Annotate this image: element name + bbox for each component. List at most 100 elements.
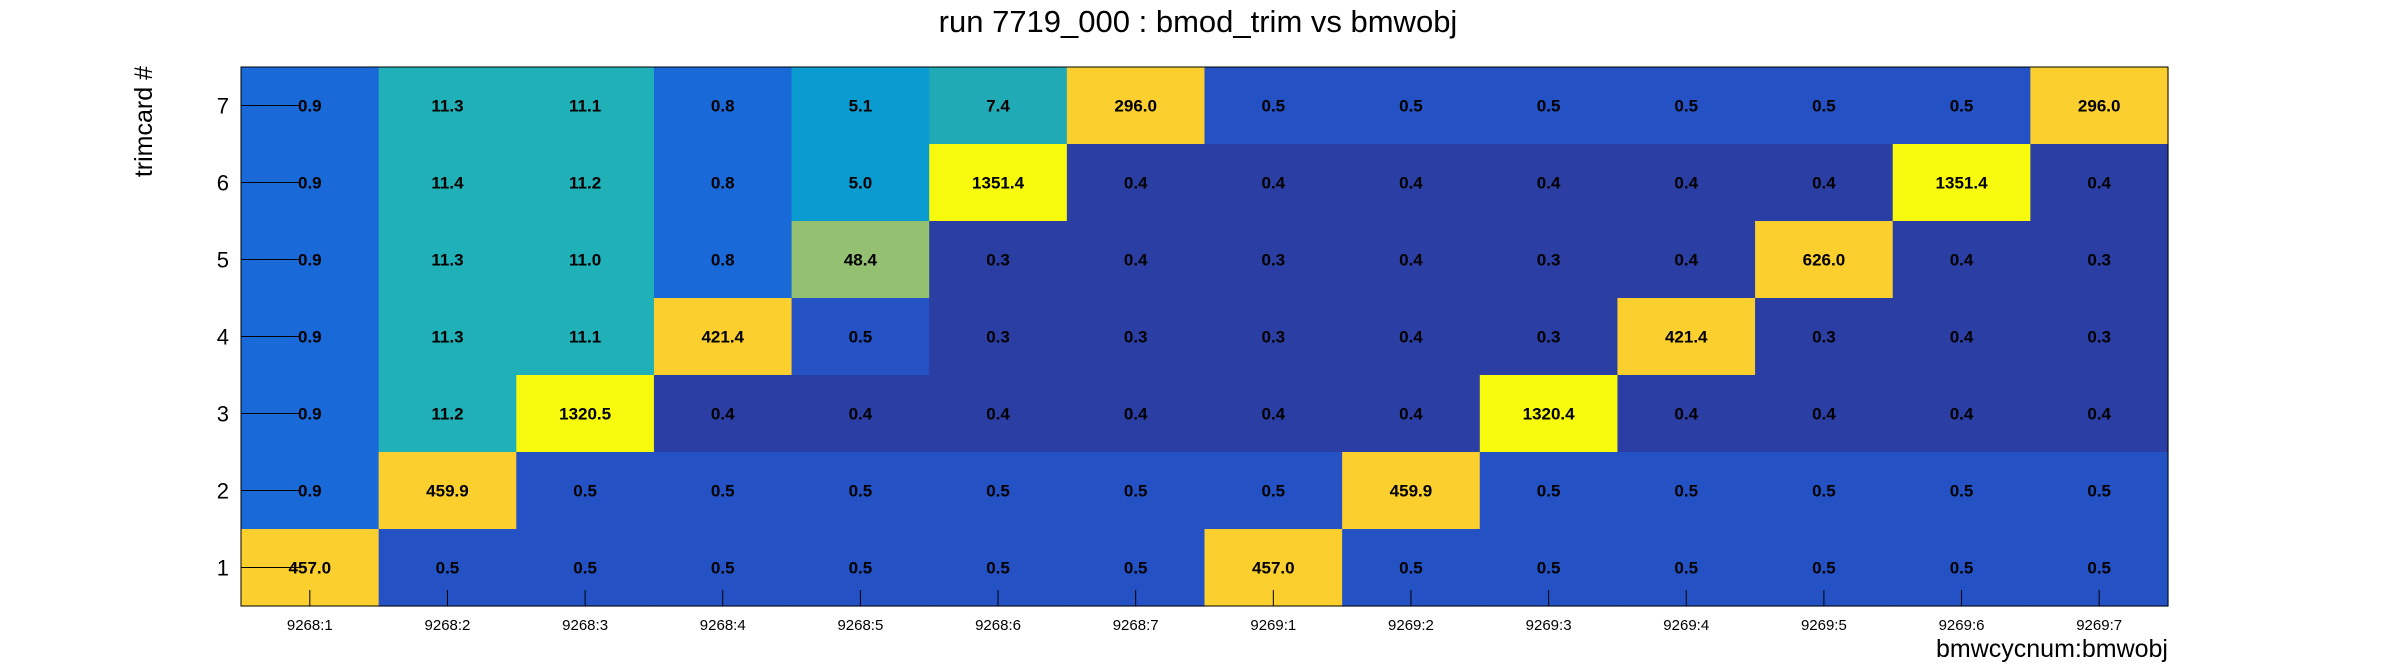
cell-value-label: 0.5 [573,482,597,501]
cell-value-label: 0.4 [1950,328,1974,347]
heatmap-cell [1066,67,1206,145]
heatmap-cell [791,298,930,376]
cell-value-label: 0.3 [986,328,1010,347]
heatmap-cell [1617,67,1756,145]
y-tick-label: 3 [217,402,229,427]
cell-value-label: 0.5 [1124,559,1148,578]
heatmap-cell [378,452,517,530]
cell-value-label: 457.0 [1252,559,1295,578]
heatmap-cell [653,67,793,145]
cell-value-label: 7.4 [986,97,1010,116]
cell-value-label: 0.3 [2087,328,2111,347]
heatmap-cell [1342,144,1481,222]
heatmap-cell [1204,375,1343,453]
heatmap-cell [1479,144,1619,222]
x-tick-label: 9269:3 [1526,617,1572,634]
cell-value-label: 296.0 [2078,97,2121,116]
heatmap-cell [1204,452,1343,530]
cell-value-label: 0.5 [711,482,735,501]
cell-value-label: 0.4 [1124,174,1148,193]
cell-value-label: 0.3 [986,251,1010,270]
heatmap-cell [1617,298,1756,376]
cell-value-label: 11.2 [431,405,463,424]
heatmap-cell [1755,221,1894,299]
cell-value-label: 626.0 [1803,251,1846,270]
x-tick-label: 9269:2 [1388,617,1434,634]
cell-value-label: 11.1 [569,97,601,116]
cell-value-label: 0.5 [1261,97,1285,116]
chart-title: run 7719_000 : bmod_trim vs bmwobj [939,4,1458,39]
y-tick-label: 2 [217,479,229,504]
cell-value-label: 0.4 [711,405,735,424]
heatmap-cell [1342,221,1481,299]
cell-value-label: 0.5 [1674,559,1698,578]
cell-value-label: 421.4 [701,328,744,347]
heatmap-cell [1892,298,2031,376]
heatmap-cell [1892,144,2031,222]
cell-value-label: 0.9 [298,482,322,501]
heatmap-cell [1204,144,1343,222]
cell-value-label: 0.5 [1674,482,1698,501]
heatmap-cell [791,221,930,299]
x-tick-label: 9268:5 [837,617,883,634]
heatmap-cell [1755,375,1894,453]
cell-value-label: 0.3 [1537,251,1561,270]
heatmap-cell [1342,67,1481,145]
cell-value-label: 0.5 [1399,97,1423,116]
heatmap-cell [1617,452,1756,530]
cell-value-label: 0.4 [1674,405,1698,424]
cell-value-label: 0.5 [1812,482,1836,501]
cell-value-label: 459.9 [426,482,469,501]
heatmap-cell [1755,144,1894,222]
heatmap-cell [2030,221,2169,299]
x-tick-label: 9268:2 [425,617,471,634]
cell-value-label: 0.4 [1399,251,1423,270]
heatmap-cell [791,452,930,530]
heatmap-cell [516,144,655,222]
x-tick-label: 9268:1 [287,617,333,634]
heatmap-cell [1066,298,1206,376]
y-tick-label: 5 [217,248,229,273]
heatmap-cell [378,67,517,145]
cell-value-label: 11.3 [431,97,463,116]
cell-value-label: 11.1 [569,328,601,347]
x-tick-label: 9269:4 [1663,617,1709,634]
cell-value-label: 0.3 [1261,328,1285,347]
heatmap-cell [653,452,793,530]
cell-value-label: 0.5 [1537,97,1561,116]
cell-value-label: 0.9 [298,328,322,347]
cell-value-label: 0.4 [1124,251,1148,270]
heatmap-cell [929,375,1068,453]
cell-value-label: 1351.4 [972,174,1025,193]
cell-value-label: 0.5 [849,482,873,501]
heatmap-cell [653,375,793,453]
cell-value-label: 11.4 [431,174,464,193]
heatmap-cell [1617,375,1756,453]
cell-value-label: 0.5 [1124,482,1148,501]
cell-value-label: 0.5 [986,559,1010,578]
heatmap-cell [1617,221,1756,299]
heatmap-cell [1204,67,1343,145]
y-axis-label: trimcard # [130,66,158,177]
cell-value-label: 421.4 [1665,328,1708,347]
heatmap-cell [653,221,793,299]
heatmap-cell [1342,375,1481,453]
cell-value-label: 0.5 [1812,559,1836,578]
heatmap-cell [1066,452,1206,530]
heatmap-cell [1066,375,1206,453]
y-tick-label: 6 [217,171,229,196]
heatmap-cell [1066,221,1206,299]
cell-value-label: 457.0 [289,559,332,578]
x-tick-label: 9268:6 [975,617,1021,634]
heatmap-cell [1755,298,1894,376]
cell-value-label: 1320.4 [1523,405,1576,424]
x-tick-label: 9268:3 [562,617,608,634]
heatmap-cell [1617,144,1756,222]
heatmap-cell [1892,452,2031,530]
heatmap-cell [516,452,655,530]
cell-value-label: 0.4 [1399,328,1423,347]
cell-value-label: 0.9 [298,251,322,270]
heatmap-cell [929,298,1068,376]
x-tick-label: 9268:7 [1113,617,1159,634]
